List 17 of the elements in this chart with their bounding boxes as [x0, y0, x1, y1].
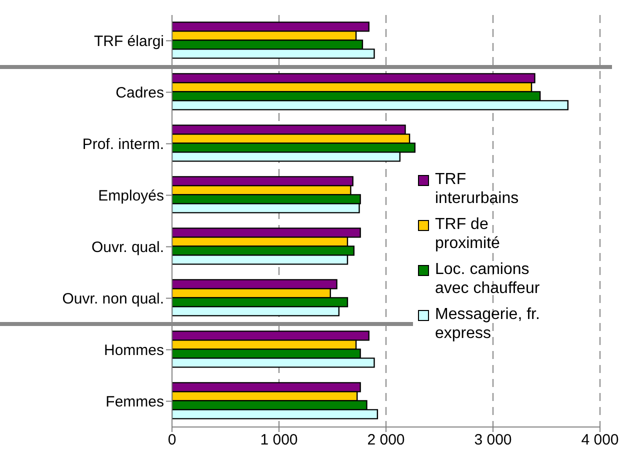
y-tick-label: Hommes: [104, 342, 164, 360]
y-tick-label: Ouvr. non qual.: [62, 290, 164, 308]
x-tick-label: 3 000: [474, 432, 512, 449]
x-tick-label: 2 000: [367, 432, 405, 449]
x-tick-label: 4 000: [581, 432, 619, 449]
legend-label: Loc. camions avec chauffeur: [435, 260, 541, 298]
y-tick-label: Cadres: [116, 84, 164, 102]
y-tick-label: Prof. interm.: [82, 136, 164, 154]
legend-label: TRF de proximité: [435, 215, 501, 253]
y-tick-label: Ouvr. qual.: [91, 239, 164, 256]
x-tick-label: 1 000: [260, 432, 298, 449]
y-tick-label: Femmes: [106, 394, 164, 411]
x-tick-label: 0: [168, 432, 176, 449]
legend-label: Messagerie, fr. express: [435, 305, 541, 343]
y-tick-label: Employés: [98, 188, 164, 205]
legend-label: TRF interurbains: [435, 170, 520, 208]
y-tick-label: TRF élargi: [94, 33, 164, 50]
